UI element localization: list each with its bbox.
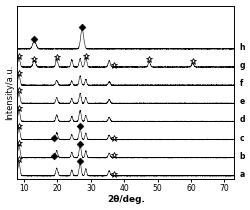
Y-axis label: Intensity/a.u.: Intensity/a.u. xyxy=(6,64,15,120)
Text: d: d xyxy=(240,115,245,124)
Text: b: b xyxy=(240,152,245,161)
Text: c: c xyxy=(240,134,244,143)
Text: f: f xyxy=(240,79,243,88)
Text: e: e xyxy=(240,97,245,106)
Text: a: a xyxy=(240,170,245,179)
Text: g: g xyxy=(240,61,245,70)
Text: h: h xyxy=(240,43,245,52)
X-axis label: 2θ/deg.: 2θ/deg. xyxy=(107,196,145,205)
